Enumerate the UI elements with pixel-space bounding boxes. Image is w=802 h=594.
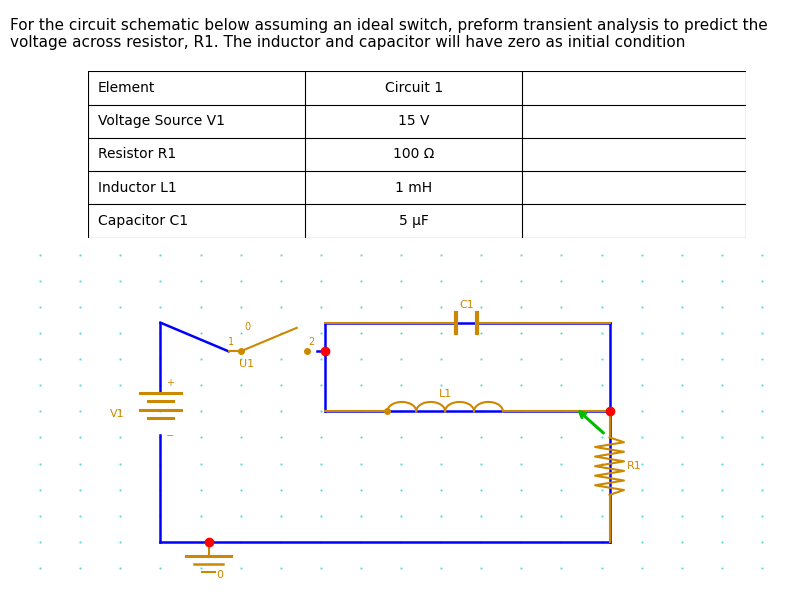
Text: U1: U1 <box>240 359 254 369</box>
Text: 2: 2 <box>308 337 314 346</box>
Text: Capacitor C1: Capacitor C1 <box>98 214 188 228</box>
Text: Circuit 1: Circuit 1 <box>385 81 443 95</box>
Text: 1 mH: 1 mH <box>395 181 432 195</box>
Text: R1: R1 <box>627 461 642 471</box>
Text: 100 Ω: 100 Ω <box>393 147 435 162</box>
Text: 15 V: 15 V <box>398 114 430 128</box>
Text: C1: C1 <box>460 300 474 310</box>
Text: Resistor R1: Resistor R1 <box>98 147 176 162</box>
Text: −: − <box>166 431 174 441</box>
Text: Inductor L1: Inductor L1 <box>98 181 176 195</box>
Text: 0: 0 <box>217 570 224 580</box>
Text: For the circuit schematic below assuming an ideal switch, preform transient anal: For the circuit schematic below assuming… <box>10 18 768 50</box>
Text: 1: 1 <box>228 337 234 346</box>
Text: Element: Element <box>98 81 156 95</box>
Text: V1: V1 <box>110 409 124 419</box>
Text: L1: L1 <box>439 388 452 399</box>
Text: +: + <box>166 378 174 388</box>
Text: Voltage Source V1: Voltage Source V1 <box>98 114 225 128</box>
Text: 0: 0 <box>244 323 250 333</box>
Text: 5 μF: 5 μF <box>399 214 429 228</box>
